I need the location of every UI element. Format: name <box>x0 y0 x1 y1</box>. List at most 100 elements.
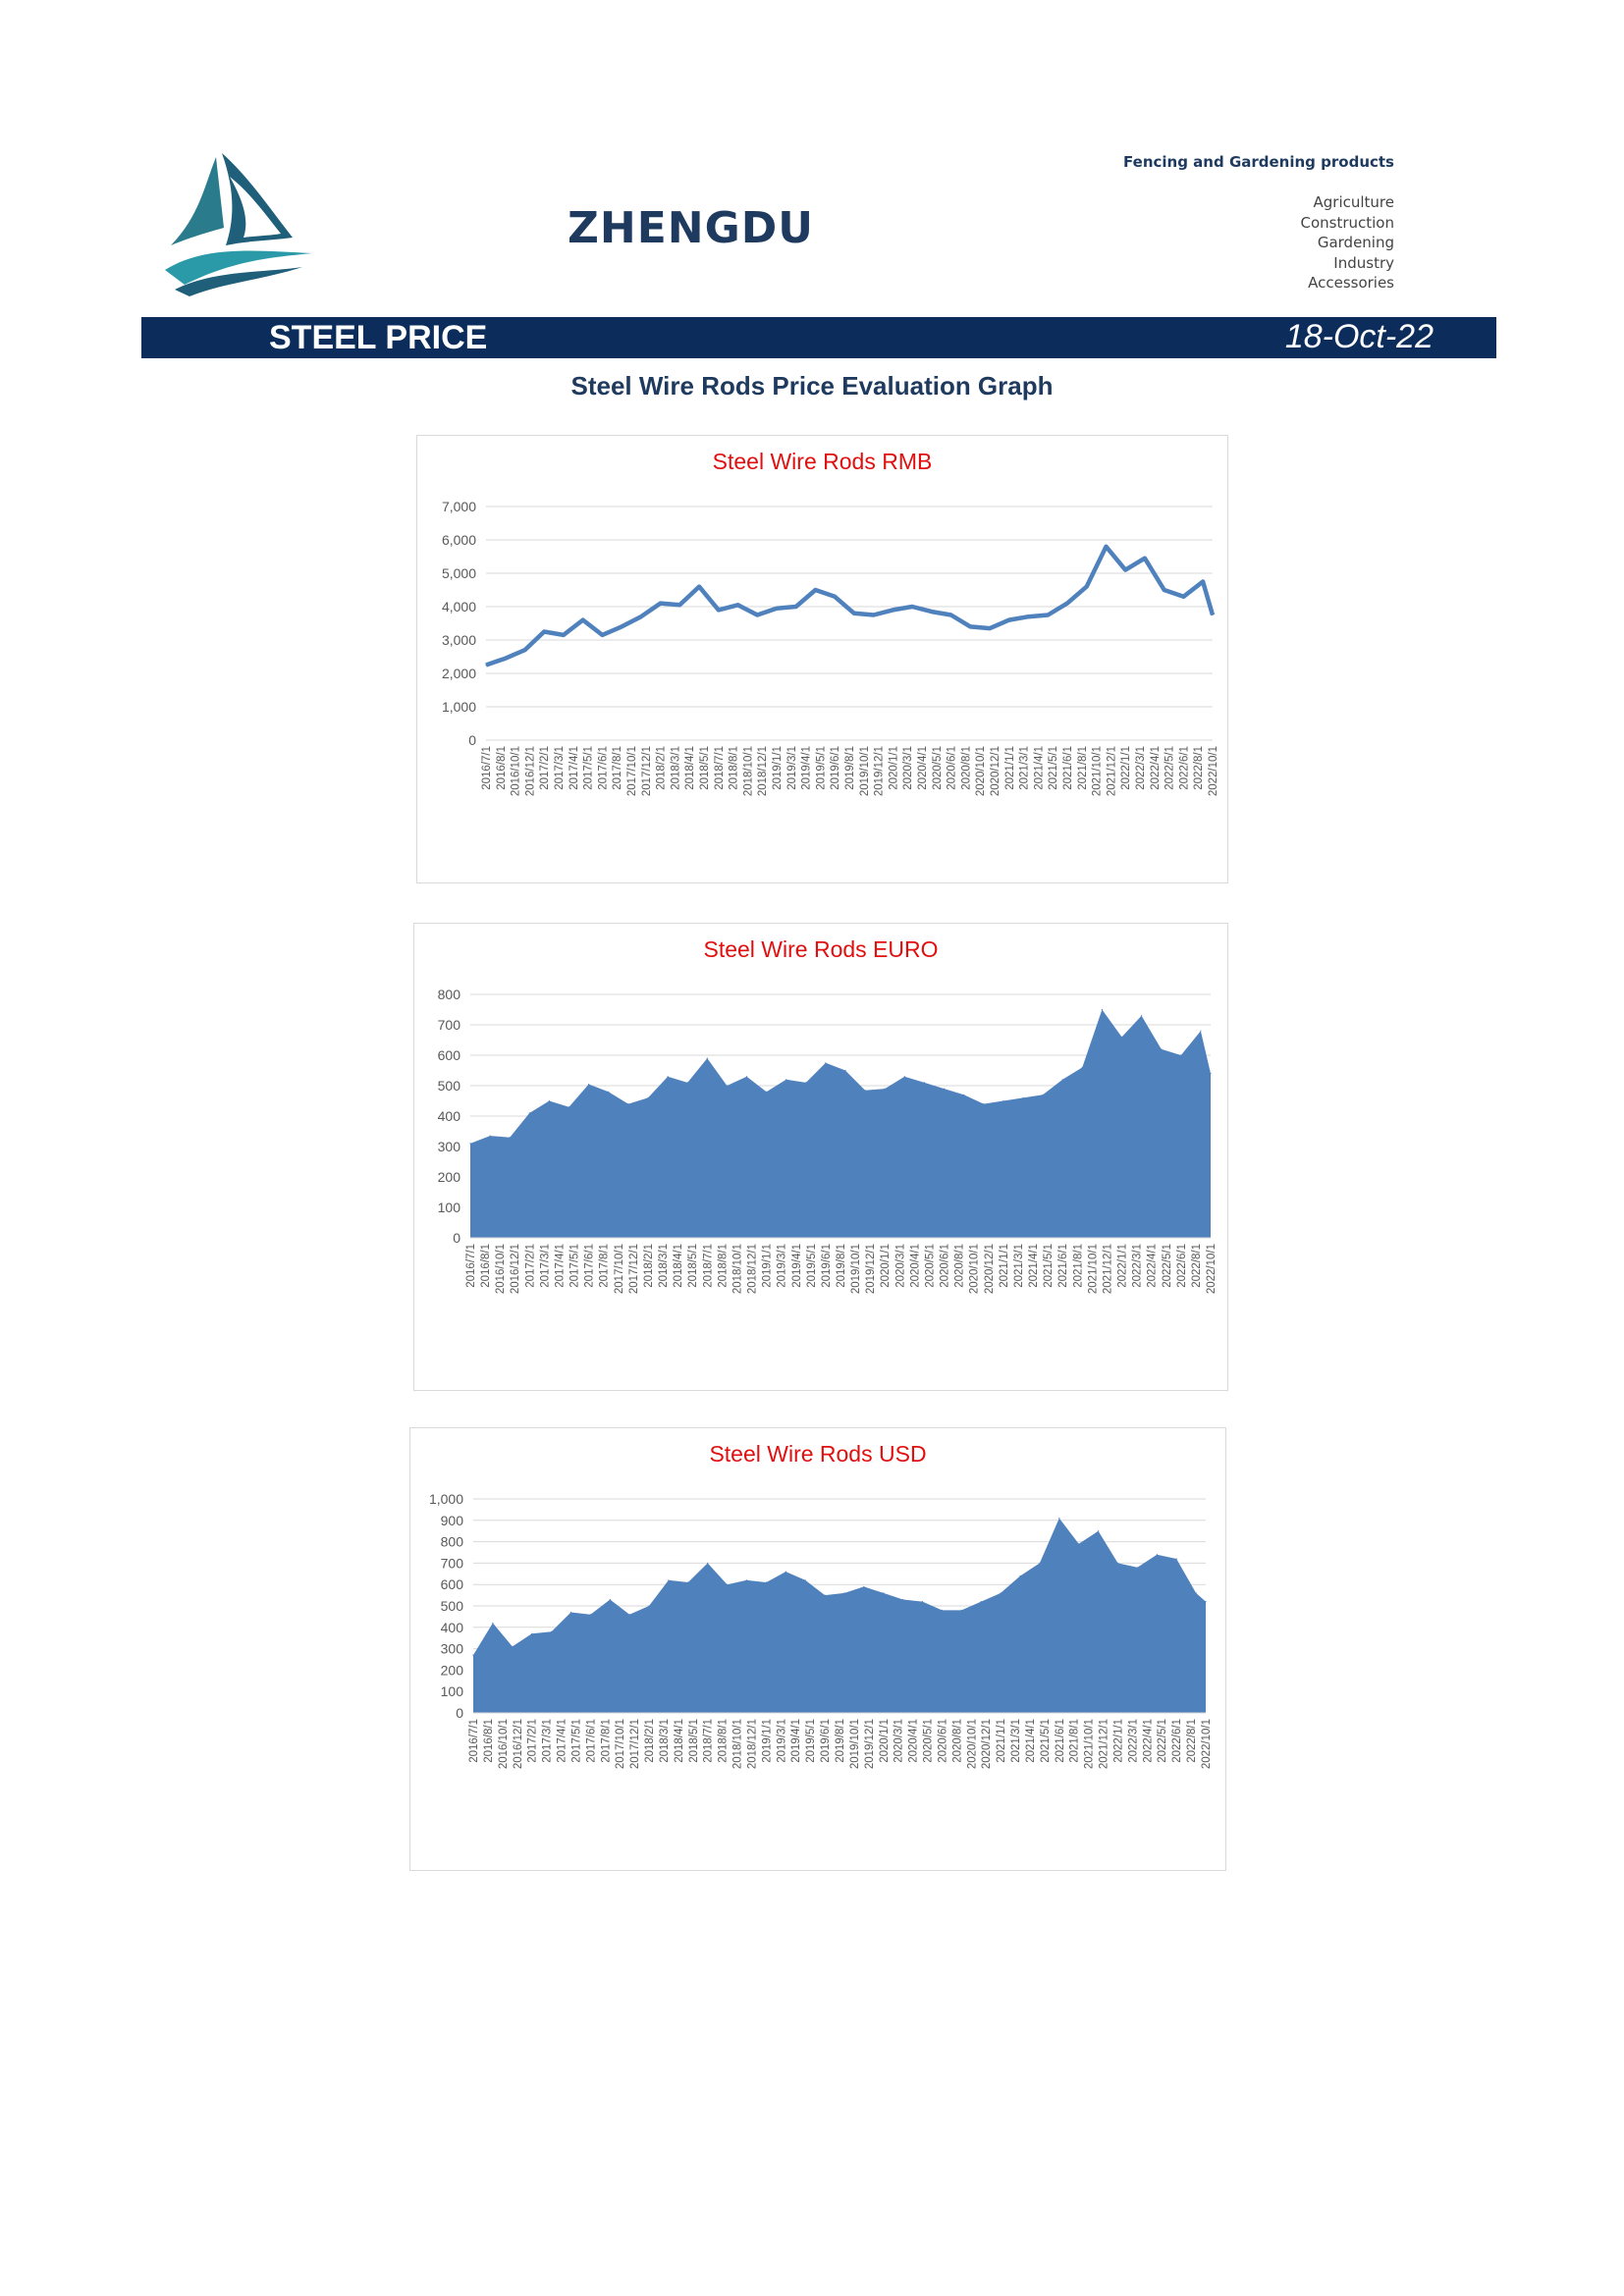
x-tick-label: 2020/4/1 <box>917 746 929 790</box>
data-point <box>1182 596 1184 598</box>
x-tick-label: 2016/8/1 <box>480 1244 492 1288</box>
x-tick-label: 2020/10/1 <box>969 1244 981 1294</box>
x-tick-label: 2021/10/1 <box>1092 746 1104 796</box>
data-point <box>745 1076 748 1078</box>
category-item: Agriculture <box>1313 193 1395 211</box>
x-tick-label: 2022/1/1 <box>1117 1244 1129 1288</box>
data-point <box>509 1137 511 1139</box>
x-tick-label: 2020/12/1 <box>984 1244 996 1294</box>
x-tick-label: 2019/5/1 <box>805 1719 817 1763</box>
x-tick-label: 2019/4/1 <box>790 1719 802 1763</box>
data-point <box>1047 614 1049 616</box>
data-point <box>1116 1562 1119 1564</box>
x-tick-label: 2020/3/1 <box>894 1244 906 1288</box>
data-point <box>1124 569 1126 571</box>
x-tick-label: 2019/4/1 <box>791 1244 803 1288</box>
data-point <box>923 1082 926 1084</box>
data-point <box>563 634 565 636</box>
x-tick-label: 2016/10/1 <box>511 746 522 796</box>
data-point <box>1078 1543 1080 1545</box>
data-point <box>873 614 875 616</box>
data-point <box>960 1609 962 1611</box>
data-point <box>765 1581 767 1583</box>
x-tick-label: 2022/10/1 <box>1206 1244 1218 1294</box>
data-point <box>776 608 778 610</box>
data-point <box>825 1062 827 1064</box>
y-tick-label: 0 <box>468 732 476 748</box>
data-point <box>766 1091 768 1093</box>
data-point <box>1200 1030 1202 1032</box>
x-tick-label: 2017/12/1 <box>628 1244 640 1294</box>
data-point <box>512 1645 514 1647</box>
x-tick-label: 2018/3/1 <box>659 1719 671 1763</box>
x-tick-label: 2019/12/1 <box>865 1244 877 1294</box>
x-tick-label: 2022/10/1 <box>1201 1719 1213 1769</box>
data-point <box>1105 546 1108 548</box>
x-tick-label: 2020/1/1 <box>879 1719 891 1763</box>
data-point <box>551 1630 553 1632</box>
x-tick-label: 2017/6/1 <box>585 1719 597 1763</box>
x-tick-label: 2019/3/1 <box>777 1244 788 1288</box>
x-tick-label: 2017/6/1 <box>584 1244 596 1288</box>
y-tick-label: 500 <box>438 1078 461 1094</box>
data-point <box>944 1088 946 1090</box>
x-tick-label: 2018/7/1 <box>714 746 726 790</box>
data-point <box>921 1601 924 1603</box>
data-point <box>843 1592 845 1594</box>
data-point <box>736 604 739 606</box>
x-tick-label: 2018/5/1 <box>699 746 711 790</box>
x-tick-label: 2016/8/1 <box>483 1719 495 1763</box>
data-point <box>647 1096 649 1098</box>
data-point <box>1058 1518 1060 1520</box>
x-tick-label: 2018/10/1 <box>731 1244 743 1294</box>
category-item: Accessories <box>1308 274 1394 292</box>
data-point <box>523 649 526 651</box>
x-tick-label: 2018/3/1 <box>670 746 681 790</box>
x-tick-label: 2020/8/1 <box>951 1719 963 1763</box>
y-tick-label: 700 <box>438 1017 461 1033</box>
y-tick-label: 5,000 <box>442 565 476 581</box>
y-tick-label: 4,000 <box>442 599 476 614</box>
data-point <box>745 1579 748 1581</box>
x-tick-label: 2019/8/1 <box>835 1719 846 1763</box>
data-point <box>1212 614 1214 616</box>
x-tick-label: 2018/7/1 <box>702 1244 714 1288</box>
data-point <box>568 1106 570 1108</box>
x-tick-label: 2022/8/1 <box>1191 1244 1203 1288</box>
x-tick-label: 2019/10/1 <box>859 746 871 796</box>
data-point <box>814 589 817 591</box>
data-point <box>1019 1575 1021 1577</box>
data-point <box>863 1585 865 1587</box>
x-tick-label: 2021/12/1 <box>1099 1719 1110 1769</box>
x-tick-label: 2021/8/1 <box>1069 1719 1081 1763</box>
data-point <box>687 1581 689 1583</box>
series-area <box>470 1009 1211 1238</box>
data-point <box>686 1082 688 1084</box>
x-tick-label: 2018/8/1 <box>718 1719 730 1763</box>
x-tick-label: 2018/10/1 <box>742 746 754 796</box>
y-tick-label: 300 <box>438 1139 461 1154</box>
x-tick-label: 2021/5/1 <box>1043 1244 1055 1288</box>
x-tick-label: 2021/5/1 <box>1040 1719 1052 1763</box>
x-tick-label: 2022/1/1 <box>1120 746 1132 790</box>
data-point <box>505 658 507 660</box>
data-point <box>980 1601 982 1603</box>
data-point <box>609 1598 611 1601</box>
data-point <box>853 613 855 614</box>
y-tick-label: 400 <box>438 1108 461 1124</box>
x-tick-label: 2019/3/1 <box>786 746 798 790</box>
data-point <box>589 1614 591 1616</box>
x-tick-label: 2017/3/1 <box>539 1244 551 1288</box>
x-tick-label: 2020/5/1 <box>925 1244 937 1288</box>
x-tick-label: 2018/12/1 <box>747 1244 759 1294</box>
data-point <box>528 1112 530 1114</box>
x-tick-label: 2021/12/1 <box>1102 1244 1113 1294</box>
x-tick-label: 2018/8/1 <box>729 746 740 790</box>
x-tick-label: 2021/1/1 <box>999 1244 1010 1288</box>
y-tick-label: 800 <box>441 1534 464 1550</box>
chart-euro: Steel Wire Rods EURO 0 100 200 300 400 500 600 7… <box>413 923 1228 1391</box>
y-tick-label: 0 <box>456 1705 463 1721</box>
data-point <box>621 625 623 627</box>
data-point <box>492 1622 494 1624</box>
x-tick-label: 2020/10/1 <box>975 746 987 796</box>
